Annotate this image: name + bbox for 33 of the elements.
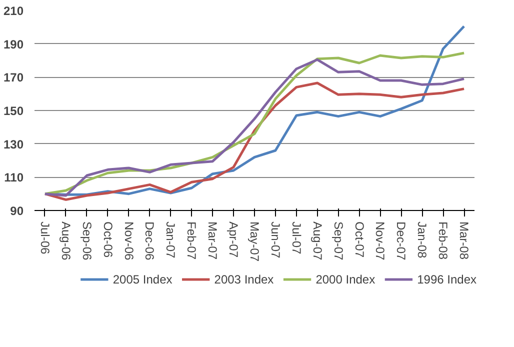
- x-tick-label: Sep-06: [80, 222, 94, 261]
- x-tick-label: Feb-07: [184, 222, 199, 260]
- y-tick-label: 210: [3, 4, 24, 18]
- legend-label: 2000 Index: [316, 272, 376, 286]
- x-tick-label: Apr-07: [226, 222, 241, 258]
- x-tick-label: Jul-06: [38, 222, 52, 255]
- x-tick-label: Jul-07: [289, 222, 304, 255]
- x-tick-label: Mar-07: [206, 222, 220, 260]
- legend-label: 2005 Index: [112, 272, 172, 286]
- line-series: [44, 82, 466, 201]
- x-tick-label: Nov-06: [122, 222, 136, 261]
- x-tick-label: Feb-08: [436, 222, 450, 260]
- y-tick-label: 190: [3, 37, 24, 52]
- x-tick-label: Dec-06: [142, 222, 157, 261]
- y-tick-label: 170: [3, 70, 24, 85]
- x-tick-label: May-07: [248, 222, 262, 262]
- y-tick-label: 90: [10, 204, 24, 218]
- x-tick-label: Mar-08: [457, 222, 472, 260]
- y-tick-label: 130: [3, 137, 24, 152]
- x-tick-label: Dec-07: [394, 222, 408, 261]
- x-tick-label: Aug-06: [58, 222, 73, 261]
- x-tick-label: Jan-07: [164, 222, 178, 259]
- y-tick-label: 110: [4, 170, 24, 185]
- x-tick-label: Nov-07: [373, 222, 388, 261]
- legend-label: 2003 Index: [214, 272, 274, 286]
- x-tick-label: Jan-08: [415, 222, 430, 259]
- x-tick-label: Jun-07: [268, 222, 282, 259]
- x-tick-label: Sep-07: [331, 222, 346, 261]
- legend-label: 1996 Index: [417, 272, 477, 286]
- y-tick-label: 150: [3, 104, 24, 118]
- x-tick-label: Aug-07: [310, 222, 324, 261]
- x-tick-label: Oct-06: [100, 222, 115, 258]
- x-tick-label: Oct-07: [352, 222, 366, 258]
